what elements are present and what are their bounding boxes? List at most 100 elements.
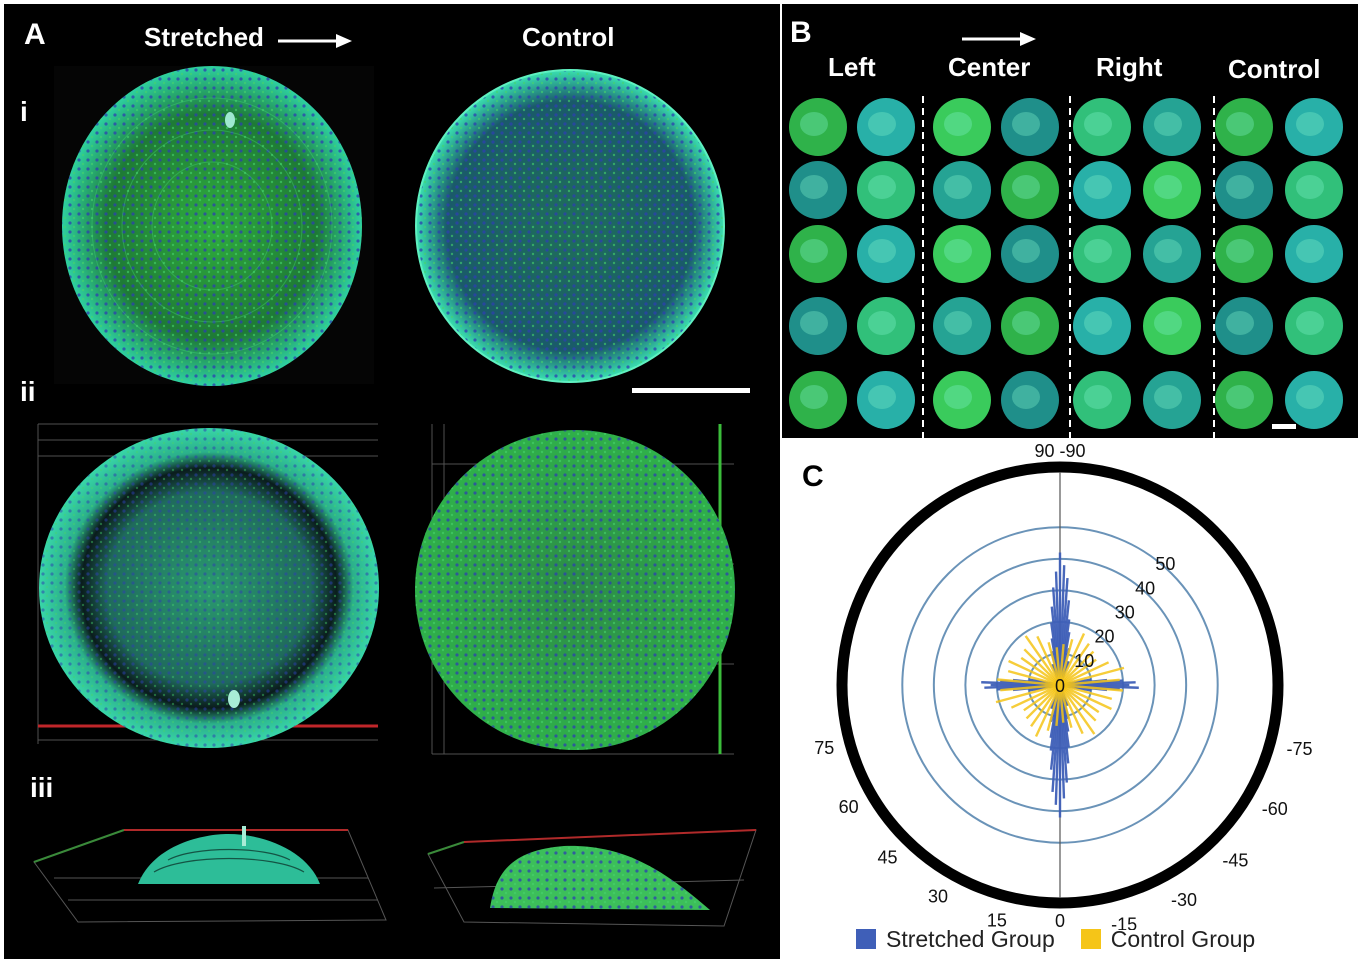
spheroid-highlight (868, 311, 896, 335)
direction-arrow-icon (962, 32, 1036, 46)
spheroid-image (1143, 225, 1201, 283)
col-center-label: Center (948, 52, 1031, 82)
radial-tick-label: 20 (1095, 627, 1115, 647)
spheroid-highlight (1012, 385, 1040, 409)
spheroid-highlight (800, 311, 828, 335)
panel-c-label: C (802, 460, 824, 493)
spheroid-highlight (1296, 175, 1324, 199)
spheroid-highlight (868, 175, 896, 199)
control-bar (1030, 684, 1061, 728)
spheroid-highlight (868, 239, 896, 263)
spheroid-image (933, 98, 991, 156)
spheroid-grid (789, 96, 1343, 438)
control-bar (1058, 684, 1084, 735)
panel-a-label: A (24, 18, 46, 51)
spheroid-highlight (1296, 385, 1324, 409)
spheroid-highlight (944, 112, 972, 136)
spheroid-highlight (1084, 385, 1112, 409)
control-bar (997, 678, 1061, 687)
spheroid-image (933, 297, 991, 355)
spheroid-image (1285, 371, 1343, 429)
spheroid-image (1001, 225, 1059, 283)
spheroid-highlight (1154, 385, 1182, 409)
spheroid-highlight (1154, 239, 1182, 263)
spheroid-image (1073, 225, 1131, 283)
panel-a: A Stretched Control i ii iii (4, 4, 780, 959)
spheroid-highlight (1154, 311, 1182, 335)
spheroid-highlight (868, 112, 896, 136)
angle-label: -75 (1287, 739, 1313, 759)
spheroid-highlight (1226, 175, 1254, 199)
spheroid-highlight (944, 239, 972, 263)
control-bar (1059, 683, 1123, 692)
spheroid-image (857, 371, 915, 429)
angle-label: 30 (928, 886, 948, 906)
control-bar (1059, 666, 1125, 687)
angle-label-bottom: 0 (1055, 911, 1065, 930)
angle-label: 60 (839, 797, 859, 817)
radial-tick-label: 10 (1074, 651, 1094, 671)
radial-tick-label: 40 (1135, 578, 1155, 598)
col-control-label-b: Control (1228, 54, 1321, 84)
spheroid-highlight (944, 175, 972, 199)
spheroid-image (1073, 297, 1131, 355)
control-bar (1008, 659, 1061, 687)
control-bar (1059, 683, 1112, 711)
control-bar (1059, 661, 1110, 687)
spheroid-image (933, 371, 991, 429)
control-bar (1023, 648, 1061, 686)
panel-b: B Left Center Right Control (782, 4, 1358, 438)
col-right-label: Right (1096, 52, 1163, 82)
radial-tick-label: 50 (1155, 554, 1175, 574)
spheroid-image (789, 297, 847, 355)
spheroid-image (1215, 297, 1273, 355)
spheroid-highlight (1296, 239, 1324, 263)
legend-label-stretched: Stretched Group (886, 925, 1055, 952)
control-bar (1059, 658, 1097, 686)
control-bar (1024, 635, 1061, 686)
spheroid-image (857, 297, 915, 355)
spheroid-highlight (1296, 311, 1324, 335)
spheroid-highlight (1012, 175, 1040, 199)
row-ii-label: ii (20, 376, 36, 407)
legend-label-control: Control Group (1110, 925, 1256, 952)
spheroid-image (857, 161, 915, 219)
spheroid-image (1073, 371, 1131, 429)
spheroid-highlight (800, 112, 828, 136)
control-bar (1036, 635, 1062, 686)
legend: Stretched Group Control Group (856, 924, 1255, 954)
spheroid-image (1073, 98, 1131, 156)
spheroid-image (857, 225, 915, 283)
spheroid-highlight (1084, 175, 1112, 199)
spheroid-image (1143, 161, 1201, 219)
legend-swatch-stretched (856, 929, 876, 949)
angle-label: -30 (1171, 890, 1197, 910)
angle-label: -45 (1222, 850, 1248, 870)
spheroid-highlight (1154, 112, 1182, 136)
control-bar (1058, 638, 1074, 686)
radial-tick-label: 0 (1055, 676, 1065, 696)
spheroid-image (1215, 161, 1273, 219)
spheroid-image (1215, 371, 1273, 429)
spheroid-image (1001, 297, 1059, 355)
spheroid-image (1215, 98, 1273, 156)
control-bar (1023, 684, 1061, 712)
spheroid-highlight (1226, 311, 1254, 335)
legend-swatch-control (1080, 929, 1101, 949)
col-stretched-label: Stretched (144, 22, 264, 52)
control-bar (1000, 683, 1061, 692)
control-bar (1059, 683, 1113, 701)
stretch-arrow-icon (278, 34, 352, 48)
spheroid-image (1073, 161, 1131, 219)
polar-outer-ring (836, 461, 1284, 909)
spheroid-highlight (1012, 239, 1040, 263)
scale-bar-a (632, 388, 750, 393)
spheroid-highlight (1084, 112, 1112, 136)
spheroid-highlight (800, 239, 828, 263)
spheroid-highlight (1012, 112, 1040, 136)
spheroid-highlight (800, 385, 828, 409)
spheroid-image (1143, 98, 1201, 156)
spheroid-image (1285, 161, 1343, 219)
spheroid-highlight (868, 385, 896, 409)
radial-tick-label: 30 (1115, 603, 1135, 623)
